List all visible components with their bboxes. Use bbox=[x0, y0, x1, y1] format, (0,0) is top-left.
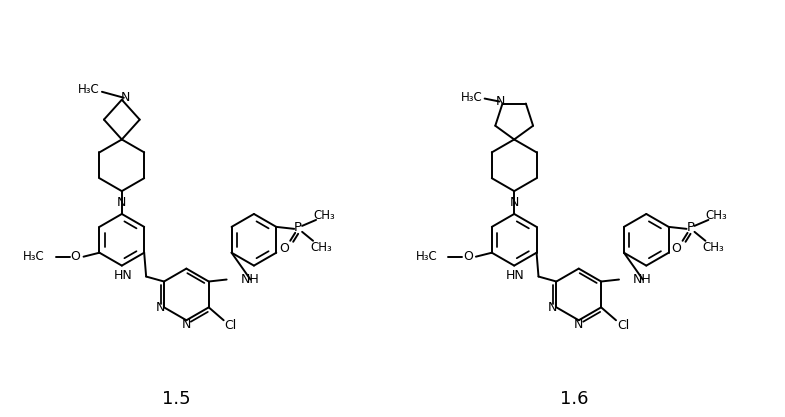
Text: 1.5: 1.5 bbox=[162, 390, 191, 408]
Text: P: P bbox=[687, 221, 695, 234]
Text: HN: HN bbox=[506, 269, 524, 282]
Text: NH: NH bbox=[240, 273, 259, 286]
Text: NH: NH bbox=[633, 273, 652, 286]
Text: Cl: Cl bbox=[225, 319, 237, 332]
Text: N: N bbox=[509, 196, 519, 209]
Text: 1.6: 1.6 bbox=[560, 390, 588, 408]
Text: P: P bbox=[294, 221, 302, 234]
Text: O: O bbox=[71, 250, 81, 263]
Text: N: N bbox=[574, 318, 583, 331]
Text: CH₃: CH₃ bbox=[703, 241, 725, 254]
Text: H₃C: H₃C bbox=[415, 250, 437, 263]
Text: H₃C: H₃C bbox=[23, 250, 45, 263]
Text: N: N bbox=[496, 95, 506, 108]
Text: H₃C: H₃C bbox=[78, 83, 100, 96]
Text: O: O bbox=[279, 242, 289, 255]
Text: N: N bbox=[155, 301, 165, 314]
Text: N: N bbox=[117, 196, 126, 209]
Text: HN: HN bbox=[114, 269, 132, 282]
Text: N: N bbox=[181, 318, 191, 331]
Text: Cl: Cl bbox=[617, 319, 629, 332]
Text: N: N bbox=[121, 91, 130, 104]
Text: CH₃: CH₃ bbox=[310, 241, 332, 254]
Text: N: N bbox=[548, 301, 557, 314]
Text: O: O bbox=[672, 242, 681, 255]
Text: H₃C: H₃C bbox=[461, 91, 483, 104]
Text: CH₃: CH₃ bbox=[313, 209, 335, 222]
Text: O: O bbox=[463, 250, 473, 263]
Text: CH₃: CH₃ bbox=[706, 209, 727, 222]
